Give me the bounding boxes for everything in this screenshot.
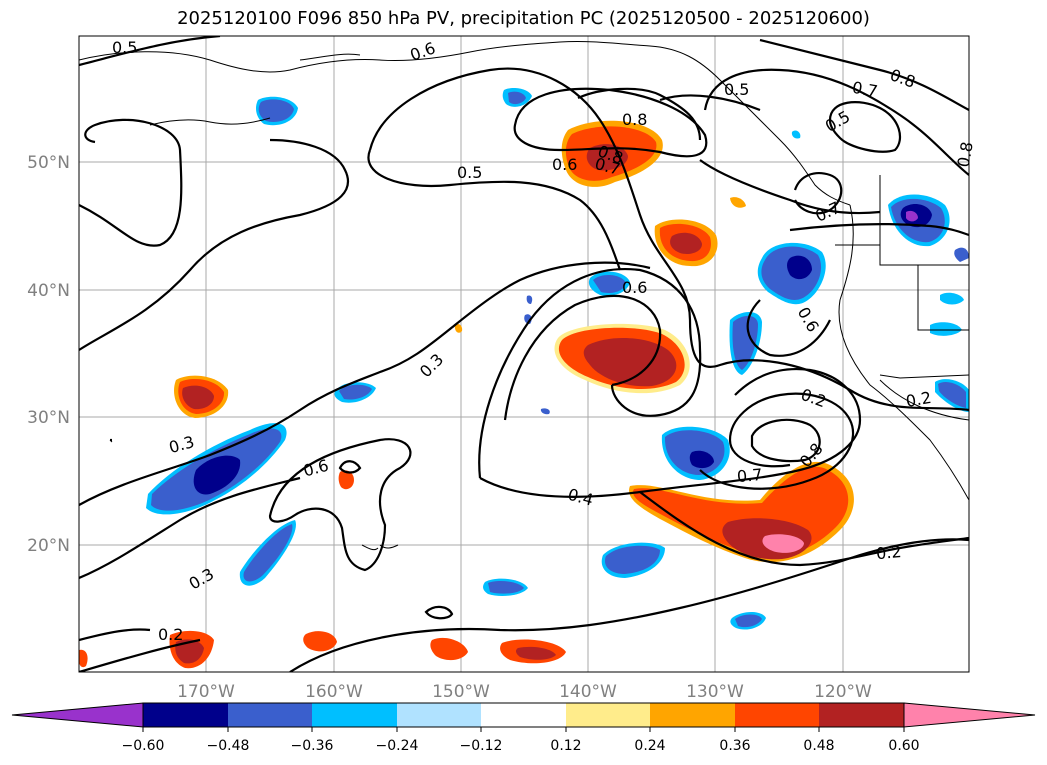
map-frame <box>78 35 970 673</box>
contour-label: 0.5 <box>112 38 137 57</box>
colorbar-tick-label: 0.12 <box>550 738 581 754</box>
colorbar-tick-label: −0.12 <box>460 738 503 754</box>
lat-label: 40°N <box>27 281 70 301</box>
colorbar-segment <box>819 703 904 727</box>
colorbar-tick-label: 0.60 <box>888 738 919 754</box>
colorbar-segment <box>312 703 397 727</box>
lon-label: 150°W <box>432 682 490 702</box>
colorbar-under-arrow <box>11 702 144 728</box>
colorbar-segment <box>735 703 819 727</box>
coastlines <box>79 40 969 551</box>
colorbar: −0.60 −0.48 −0.36 −0.24 −0.12 0.12 0.24 … <box>11 702 1036 754</box>
lon-label: 130°W <box>686 682 744 702</box>
precip-positive <box>79 120 854 669</box>
contour-label: 0.6 <box>622 278 647 297</box>
lat-label: 50°N <box>27 153 70 173</box>
colorbar-segment <box>650 703 735 727</box>
colorbar-segment <box>228 703 312 727</box>
colorbar-tick-label: 0.48 <box>803 738 834 754</box>
contour-label: 0.2 <box>904 388 932 411</box>
longitude-labels: 170°W 160°W 150°W 140°W 130°W 120°W <box>177 682 872 702</box>
contour-label: 0.2 <box>875 542 902 563</box>
colorbar-tick-label: 0.36 <box>719 738 750 754</box>
map-title: 2025120100 F096 850 hPa PV, precipitatio… <box>177 8 870 29</box>
contour-label: 0.5 <box>724 80 749 99</box>
contour-label: 0.2 <box>158 625 183 644</box>
colorbar-segment <box>143 703 228 727</box>
latitude-labels: 50°N 40°N 30°N 20°N <box>27 153 70 556</box>
contour-label: 0.6 <box>552 155 577 174</box>
lon-label: 160°W <box>305 682 363 702</box>
lat-label: 20°N <box>27 536 70 556</box>
pv-contours <box>79 36 969 672</box>
colorbar-segment <box>397 703 481 727</box>
lon-label: 140°W <box>559 682 617 702</box>
lon-label: 120°W <box>814 682 872 702</box>
lon-label: 170°W <box>177 682 235 702</box>
colorbar-over-arrow <box>903 702 1036 728</box>
contour-label: 0.7 <box>736 465 763 486</box>
precip-negative <box>146 88 969 630</box>
colorbar-tick-label: −0.36 <box>291 738 334 754</box>
colorbar-tick-label: −0.24 <box>376 738 419 754</box>
map-area <box>79 36 969 672</box>
colorbar-segment <box>481 703 566 727</box>
contour-label: 0.7 <box>851 78 879 101</box>
colorbar-tick-label: −0.60 <box>122 738 165 754</box>
colorbar-ticks <box>142 727 905 732</box>
colorbar-tick-label: −0.48 <box>207 738 250 754</box>
contour-label: 0.8 <box>954 140 977 168</box>
contour-label: 0.8 <box>622 110 647 129</box>
contour-label: 0.5 <box>457 163 482 182</box>
colorbar-segment <box>566 703 650 727</box>
lat-label: 30°N <box>27 408 70 428</box>
colorbar-tick-label: 0.24 <box>634 738 665 754</box>
